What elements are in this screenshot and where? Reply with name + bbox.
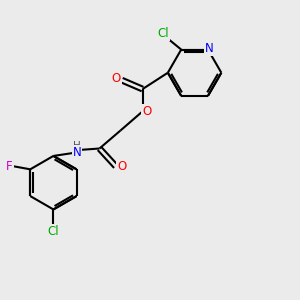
Text: N: N — [205, 42, 214, 55]
Text: Cl: Cl — [158, 27, 169, 40]
Text: O: O — [142, 105, 152, 118]
Text: N: N — [73, 146, 82, 159]
Text: O: O — [117, 160, 126, 173]
Text: O: O — [112, 72, 121, 85]
Text: H: H — [73, 141, 81, 152]
Text: F: F — [6, 160, 13, 173]
Text: Cl: Cl — [48, 225, 59, 238]
